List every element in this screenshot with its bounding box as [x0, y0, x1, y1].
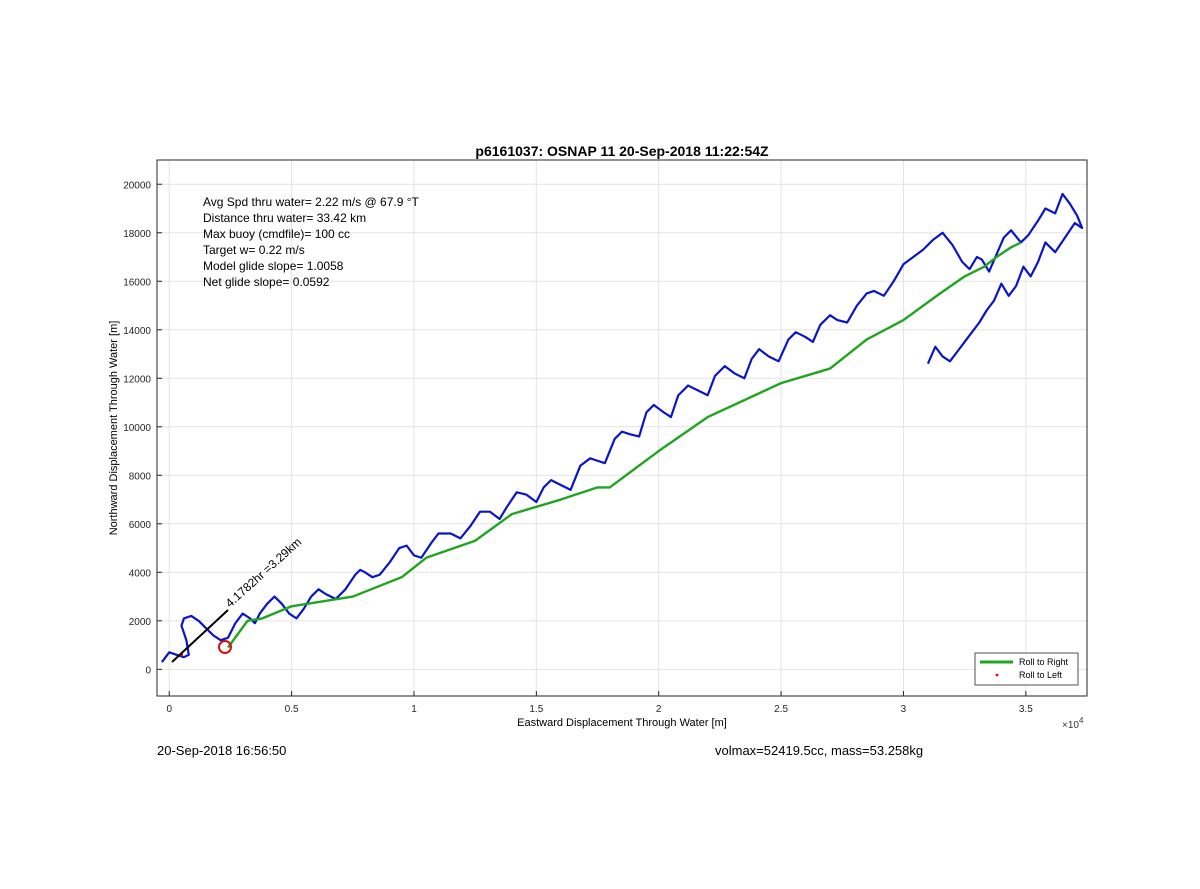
current-arrow-line-2 [177, 613, 225, 657]
annotation-avg-speed: Avg Spd thru water= 2.22 m/s @ 67.9 °T [203, 195, 420, 209]
y-tick-label: 16000 [123, 277, 151, 288]
annotation-distance: Distance thru water= 33.42 km [203, 211, 366, 225]
x-tick-label: 1.5 [529, 704, 543, 715]
footer-vol-mass: volmax=52419.5cc, mass=53.258kg [715, 743, 924, 758]
x-tick-label: 0.5 [285, 704, 299, 715]
x-tick-label: 3.5 [1019, 704, 1033, 715]
track-line [161, 192, 1084, 663]
annotation-max-buoy: Max buoy (cmdfile)= 100 cc [203, 227, 350, 241]
x-exponent-power: 4 [1079, 716, 1084, 725]
x-tick-label: 3 [901, 704, 907, 715]
x-axis-label: Eastward Displacement Through Water [m] [517, 717, 727, 729]
x-exponent-base: ×10 [1062, 720, 1079, 731]
x-exponent: ×104 [1062, 716, 1084, 731]
y-tick-label: 6000 [129, 520, 152, 531]
legend: Roll to Right Roll to Left [974, 652, 1079, 686]
y-tick-label: 12000 [123, 374, 151, 385]
stats-annotations: Avg Spd thru water= 2.22 m/s @ 67.9 °T D… [203, 195, 420, 289]
legend-roll-left-label: Roll to Left [1019, 670, 1063, 680]
y-tick-label: 0 [145, 665, 151, 676]
x-tick-label: 1 [411, 704, 417, 715]
footer-timestamp: 20-Sep-2018 16:56:50 [157, 743, 287, 758]
chart-title: p6161037: OSNAP 11 20-Sep-2018 11:22:54Z [475, 143, 769, 159]
legend-roll-left-swatch [995, 673, 999, 677]
y-tick-label: 8000 [129, 471, 152, 482]
y-tick-label: 10000 [123, 423, 151, 434]
legend-box [974, 652, 1079, 686]
y-tick-label: 20000 [123, 180, 151, 191]
y-tick-label: 14000 [123, 326, 151, 337]
y-tick-label: 18000 [123, 229, 151, 240]
roll-right-line [227, 241, 1022, 649]
start-marker [218, 640, 232, 654]
annotation-target-w: Target w= 0.22 m/s [203, 243, 305, 257]
x-tick-label: 0 [166, 704, 172, 715]
plot-frame [156, 159, 1088, 697]
plot-background [157, 160, 1087, 696]
legend-roll-right-label: Roll to Right [1019, 657, 1069, 667]
grid-lines [157, 160, 1087, 696]
x-tick-label: 2.5 [774, 704, 788, 715]
annotation-net-glide: Net glide slope= 0.0592 [203, 275, 330, 289]
axis-ticks: 0 0.5 1 1.5 2 2.5 3 3.5 0 2000 4000 6000 8000 10000 12… [123, 180, 1033, 715]
series-layer [161, 192, 1084, 663]
annotation-model-glide: Model glide slope= 1.0058 [203, 259, 344, 273]
y-axis-label: Northward Displacement Through Water [m] [108, 321, 120, 536]
y-tick-label: 4000 [129, 568, 152, 579]
y-tick-label: 2000 [129, 617, 152, 628]
x-tick-label: 2 [656, 704, 662, 715]
